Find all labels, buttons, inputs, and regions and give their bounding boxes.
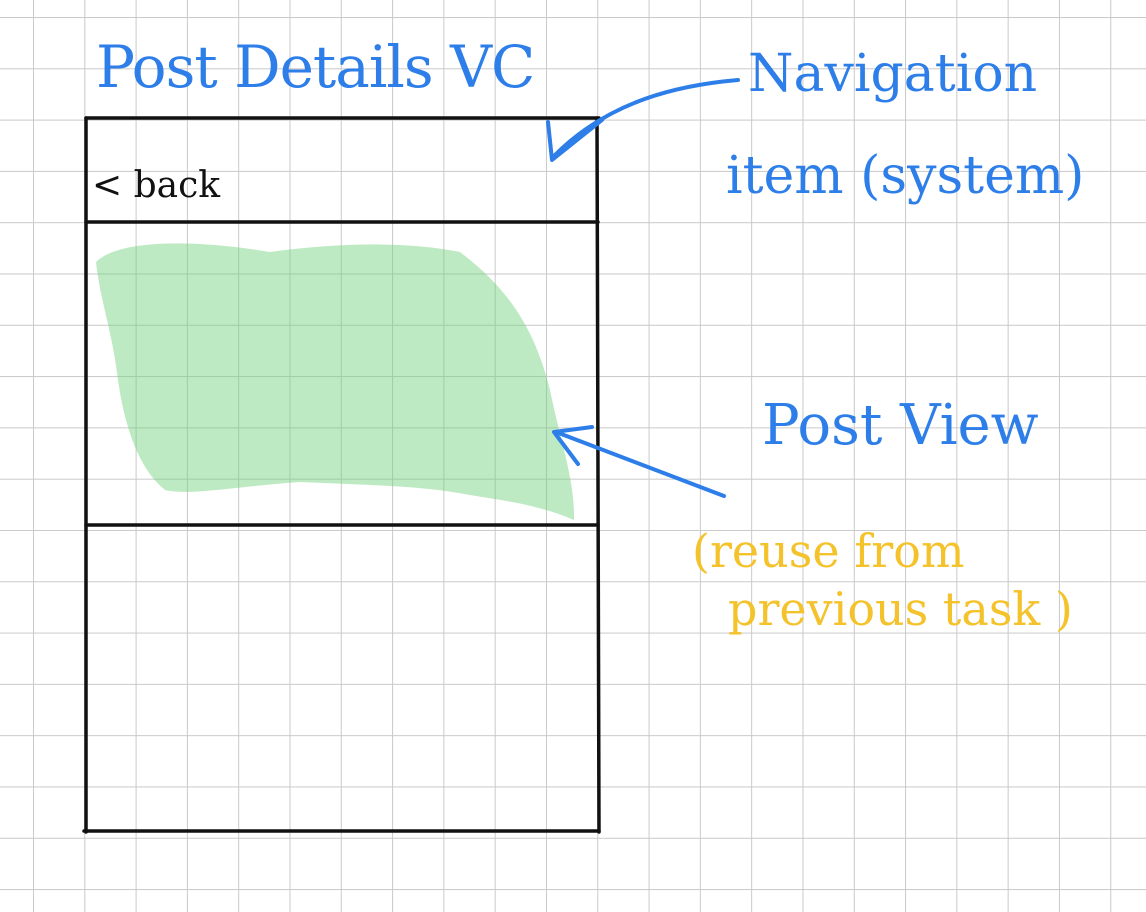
- phone-frame: [82, 116, 601, 834]
- navigation-label-line1: Navigation: [748, 44, 1038, 104]
- post-view-highlight: [96, 243, 575, 520]
- navigation-arrow: [546, 78, 740, 162]
- navigation-label-line2: item (system): [726, 146, 1085, 206]
- post-view-arrow: [552, 425, 726, 498]
- reuse-note-line2: previous task ): [728, 582, 1073, 636]
- post-view-label: Post View: [762, 393, 1039, 458]
- back-label: < back: [92, 165, 221, 206]
- diagram-title: Post Details VC: [96, 33, 535, 101]
- reuse-note-line1: (reuse from: [692, 524, 965, 578]
